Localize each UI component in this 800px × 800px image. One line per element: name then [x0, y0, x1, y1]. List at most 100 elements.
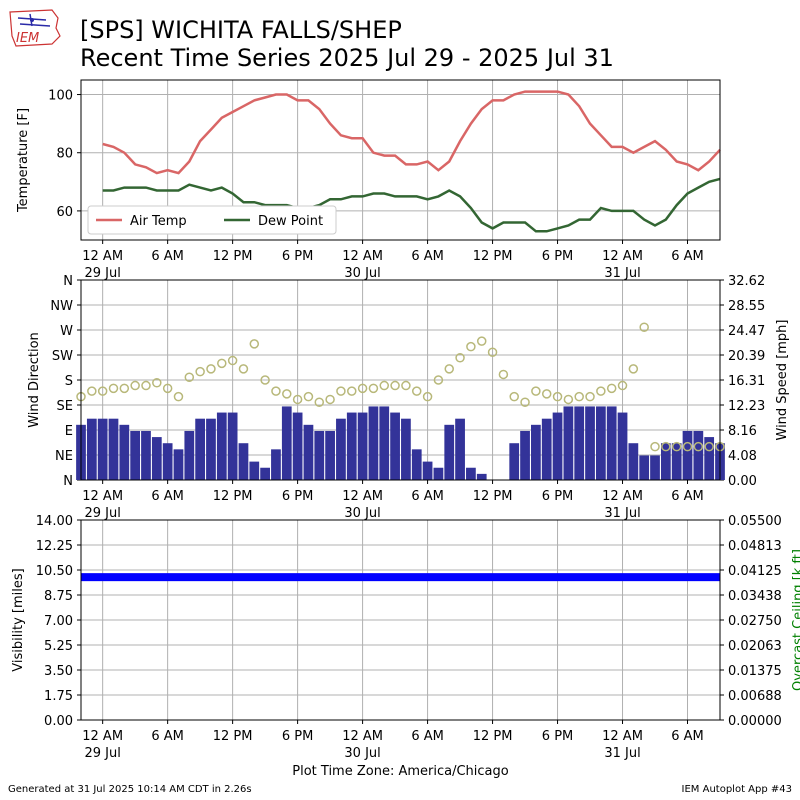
- wind-direction-point: [347, 386, 357, 396]
- wind-speed-bar: [628, 443, 639, 480]
- wind-speed-bar: [281, 406, 292, 480]
- x-tick-label: 12 AM: [82, 249, 123, 264]
- speed-tick-label: 4.08: [728, 449, 757, 464]
- x-tick-label: 12 AM: [82, 489, 123, 504]
- x-tick-label: 6 AM: [671, 729, 704, 744]
- wind-direction-point: [541, 389, 552, 399]
- wind-speed-bar: [260, 467, 270, 480]
- visibility-tick-label: 7.00: [44, 614, 73, 629]
- direction-tick-label: W: [60, 324, 73, 339]
- wind-speed-bar: [162, 443, 173, 480]
- wind-speed-bar: [346, 412, 357, 480]
- x-tick-label: 6 AM: [411, 489, 444, 504]
- wind-direction-point: [227, 355, 238, 366]
- speed-tick-label: 16.31: [728, 374, 765, 389]
- x-date-label: 30 Jul: [344, 266, 380, 281]
- wind-direction-point: [401, 380, 411, 391]
- wind-speed-bar: [660, 443, 671, 480]
- wind-direction-point: [162, 383, 173, 394]
- wind-direction-point: [303, 391, 314, 402]
- wind-speed-bar: [119, 424, 130, 480]
- wind-direction-point: [130, 380, 140, 391]
- timezone-label: Plot Time Zone: America/Chicago: [292, 764, 508, 779]
- x-date-label: 29 Jul: [84, 746, 120, 761]
- wind-direction-point: [119, 383, 130, 394]
- wind-direction-point: [336, 386, 346, 396]
- wind-speed-bar: [108, 418, 119, 480]
- wind-direction-point: [455, 353, 465, 363]
- wind-speed-bar: [606, 406, 617, 480]
- wind-speed-bar: [433, 467, 444, 480]
- visibility-tick-label: 1.75: [44, 689, 73, 704]
- x-tick-label: 6 AM: [411, 729, 444, 744]
- wind-direction-point: [292, 394, 303, 405]
- direction-tick-label: S: [65, 374, 73, 389]
- wind-direction-point: [271, 386, 281, 396]
- visibility-tick-label: 14.00: [36, 514, 73, 529]
- x-tick-label: 12 PM: [213, 729, 253, 744]
- y-tick-label: 60: [56, 205, 73, 220]
- wind-speed-bar: [249, 461, 260, 480]
- visibility-axis-label: Visibility [miles]: [11, 568, 26, 671]
- wind-direction-point: [563, 394, 574, 405]
- wind-direction-point: [260, 375, 270, 385]
- wind-speed-bar: [671, 443, 682, 480]
- wind-speed-bar: [97, 418, 108, 480]
- x-tick-label: 12 PM: [473, 489, 513, 504]
- x-tick-label: 6 PM: [282, 729, 313, 744]
- wind-direction-point: [195, 366, 205, 377]
- x-date-label: 29 Jul: [84, 506, 120, 521]
- wind-direction-point: [141, 380, 151, 391]
- ceiling-axis-label: Overcast Ceiling [k ft]: [791, 549, 800, 691]
- wind-speed-bar: [173, 449, 184, 480]
- speed-tick-label: 32.62: [728, 274, 765, 289]
- wind-speed-bar: [184, 430, 195, 480]
- wind-direction-point: [379, 380, 390, 391]
- wind-speed-bar: [650, 455, 660, 480]
- ceiling-tick-label: 0.00688: [728, 689, 782, 704]
- wind-speed-bar: [141, 430, 151, 480]
- temperature-panel: [80, 79, 721, 241]
- wind-direction-point: [693, 441, 704, 452]
- air-temp-line: [102, 90, 721, 175]
- speed-tick-label: 24.47: [728, 324, 765, 339]
- wind-direction-point: [444, 364, 454, 374]
- x-tick-label: 12 AM: [342, 249, 383, 264]
- x-tick-label: 6 AM: [151, 729, 184, 744]
- x-tick-label: 6 AM: [671, 489, 704, 504]
- iem-logo: IEM: [6, 6, 66, 50]
- wind-direction-point: [87, 386, 97, 396]
- wind-speed-bar: [401, 418, 411, 480]
- x-tick-label: 6 PM: [542, 489, 573, 504]
- x-tick-label: 12 AM: [602, 729, 643, 744]
- x-date-label: 31 Jul: [604, 266, 640, 281]
- wind-speed-bar: [595, 406, 606, 480]
- ceiling-tick-label: 0.05500: [728, 514, 782, 529]
- wind-speed-bar: [130, 430, 141, 480]
- wind-direction-point: [531, 386, 541, 396]
- ceiling-tick-label: 0.04813: [728, 539, 782, 554]
- logo-text: IEM: [16, 31, 39, 46]
- x-tick-label: 6 PM: [542, 249, 573, 264]
- wind-speed-bar: [455, 418, 465, 480]
- wind-speed-bar: [704, 437, 715, 480]
- direction-tick-label: N: [63, 474, 73, 489]
- speed-tick-label: 8.16: [728, 424, 757, 439]
- wind-speed-bar: [617, 412, 628, 480]
- wind-direction-point: [552, 391, 563, 402]
- x-tick-label: 12 PM: [473, 729, 513, 744]
- wind-direction-point: [639, 322, 649, 332]
- x-tick-label: 12 AM: [342, 489, 383, 504]
- speed-tick-label: 28.55: [728, 299, 765, 314]
- direction-tick-label: NE: [55, 449, 73, 464]
- wind-direction-point: [249, 339, 260, 349]
- ceiling-tick-label: 0.01375: [728, 664, 782, 679]
- speed-tick-label: 12.23: [728, 399, 765, 414]
- wind-direction-point: [498, 369, 509, 380]
- wind-speed-bar: [411, 449, 422, 480]
- wind-speed-bar: [563, 406, 574, 480]
- x-tick-label: 6 AM: [671, 249, 704, 264]
- wind-speed-bar: [509, 443, 520, 480]
- x-tick-label: 12 AM: [602, 489, 643, 504]
- legend-box: [87, 205, 337, 235]
